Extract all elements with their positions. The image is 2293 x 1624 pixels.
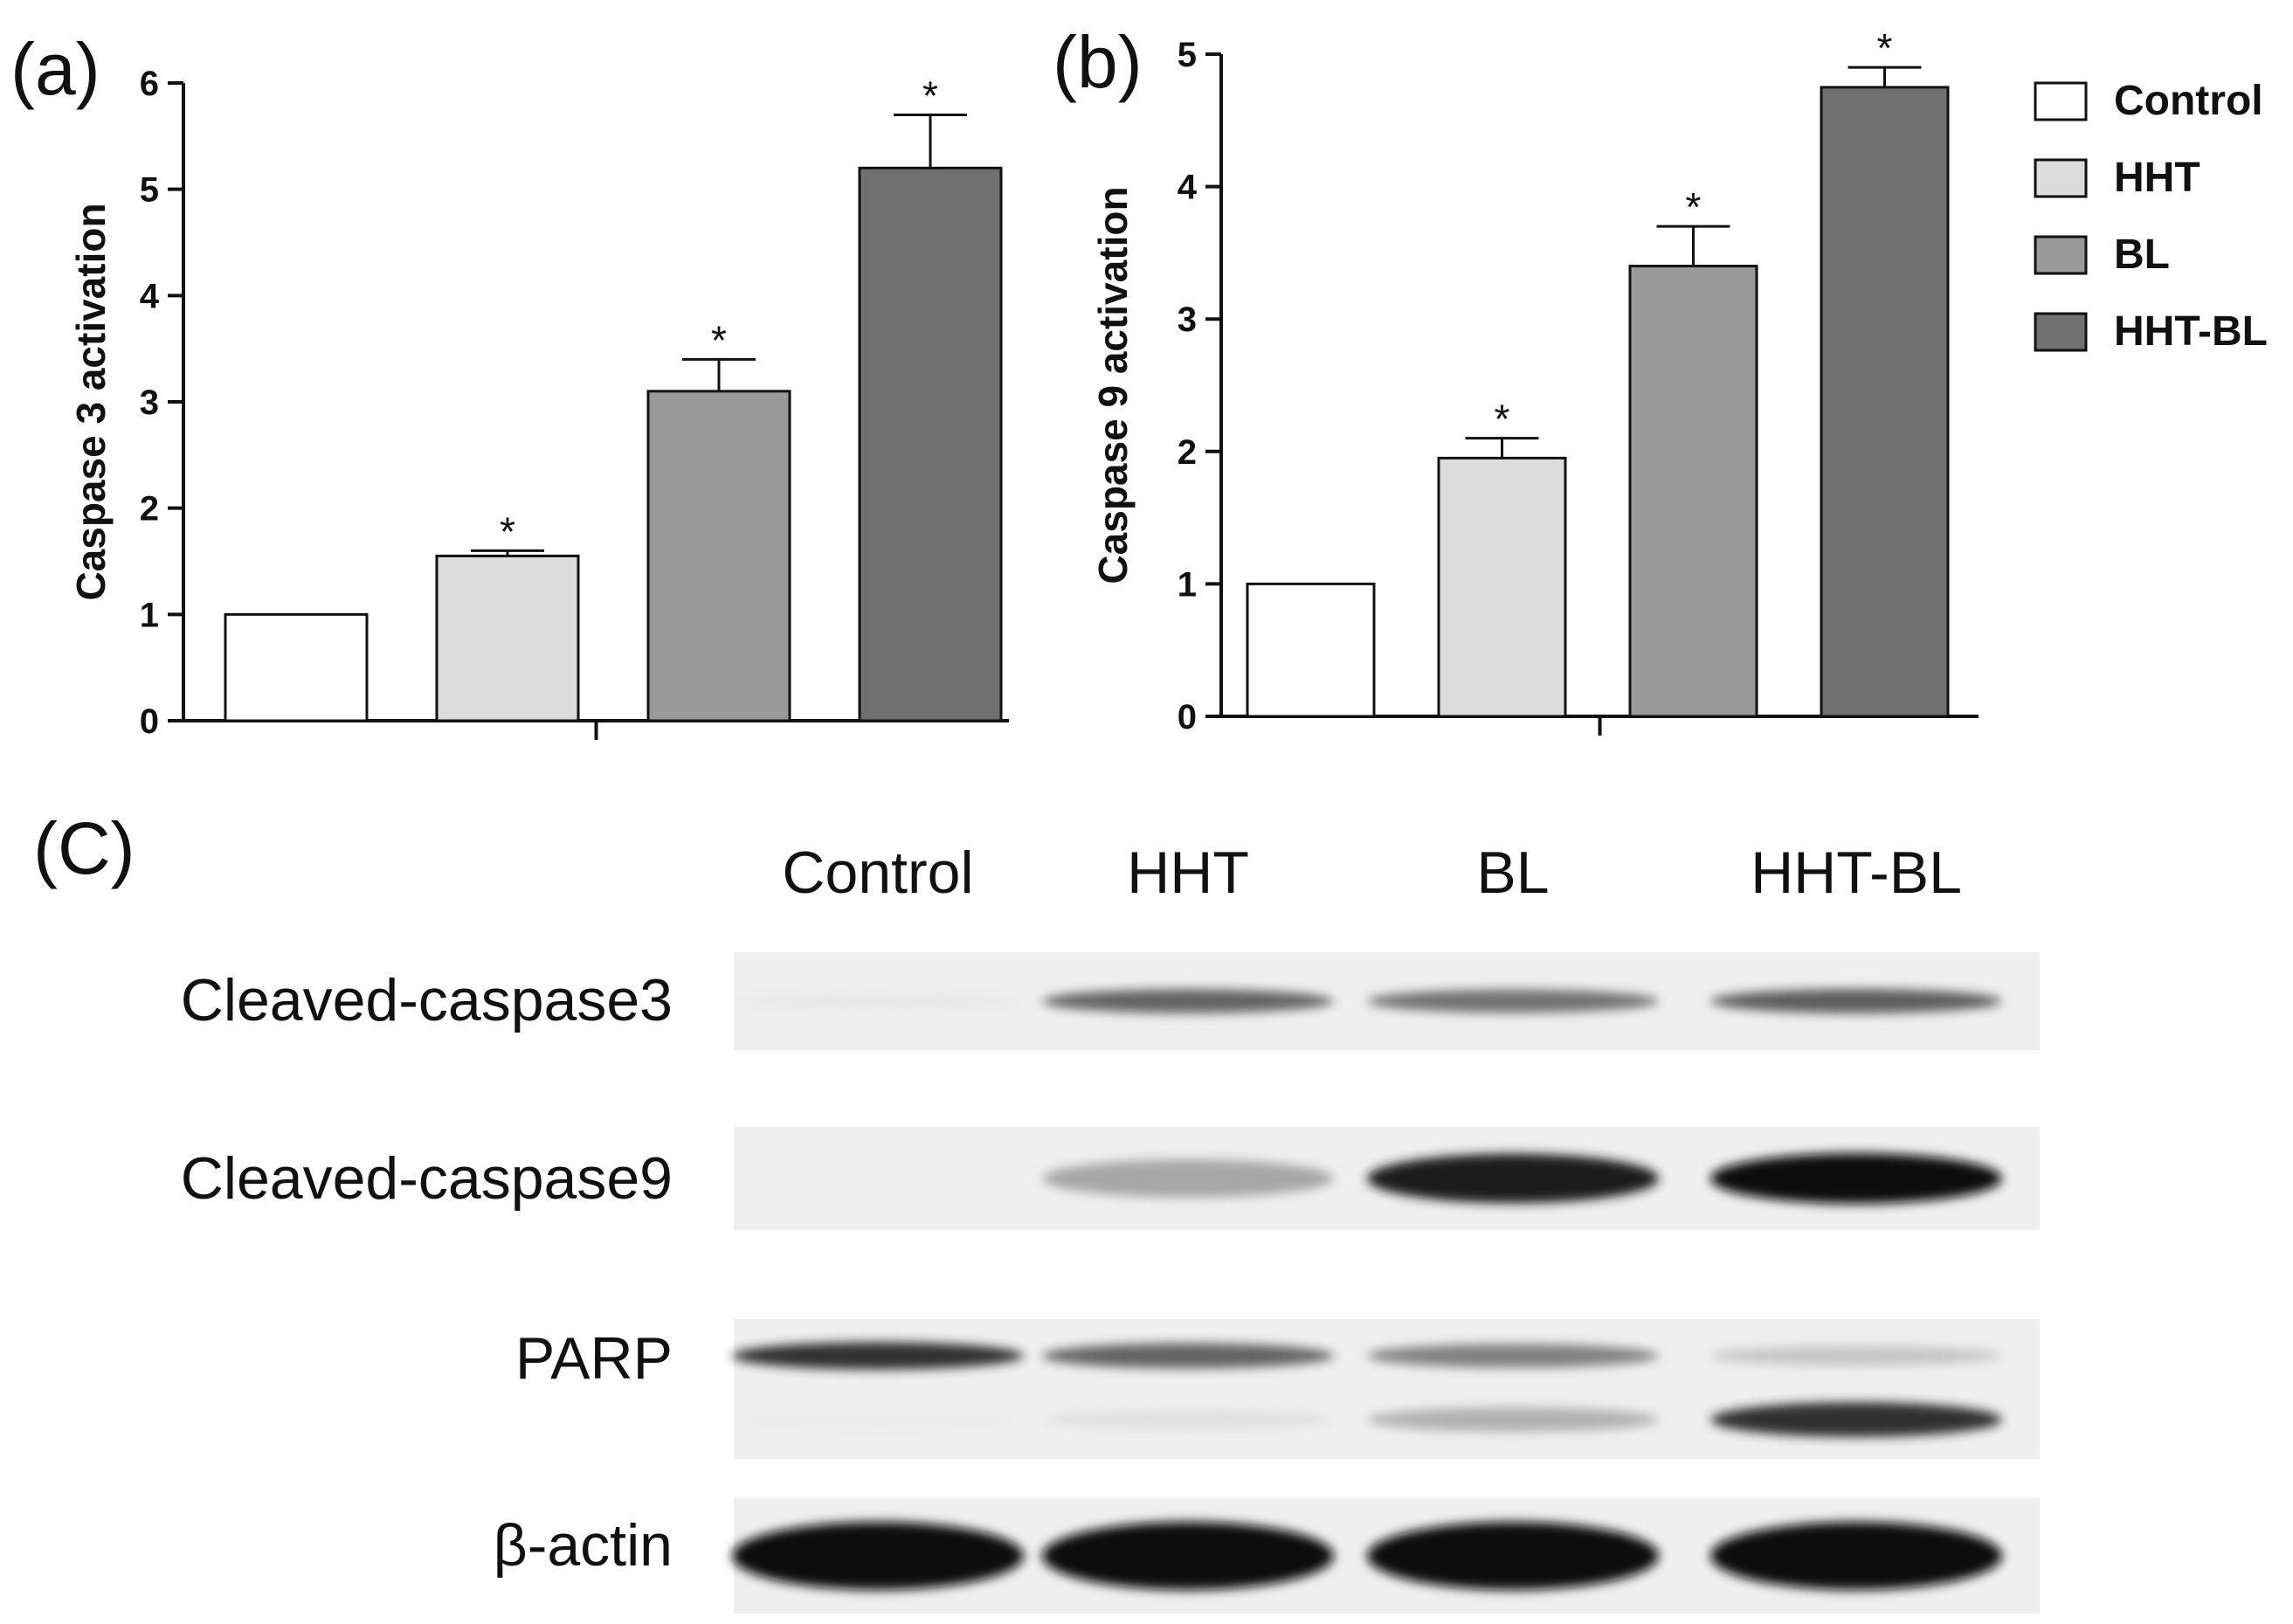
- blot-row-cleaved-caspase9: Cleaved-caspase9: [181, 1127, 2040, 1230]
- western-blot: Control HHT BL HHT-BL Cleaved-caspase3 Cleave…: [181, 840, 2040, 1614]
- bar-bl: [646, 390, 791, 722]
- bar-control: [224, 612, 369, 722]
- y-tick-label: 3: [1178, 301, 1197, 339]
- significance-star-hht: *: [1495, 397, 1510, 442]
- y-tick-label: 2: [1178, 433, 1197, 472]
- blot-band: [1367, 989, 1659, 1013]
- blot-row-label: PARP: [515, 1325, 673, 1392]
- lane-label-hht-bl: HHT-BL: [1751, 840, 1962, 906]
- blot-band: [732, 992, 1024, 1010]
- y-axis-title: Caspase 3 activation: [68, 203, 114, 600]
- y-tick-label: 0: [140, 702, 159, 741]
- blot-band: [1710, 1153, 2002, 1204]
- blot-band: [732, 1342, 1024, 1370]
- blot-band: [1367, 1153, 1659, 1204]
- bar-hht-bl: [858, 166, 1003, 722]
- lane-label-control: Control: [782, 840, 973, 906]
- lane-label-bl: BL: [1476, 840, 1549, 906]
- y-tick-label: 5: [1178, 36, 1197, 74]
- blot-band: [1710, 1345, 2002, 1366]
- blot-row-label: Cleaved-caspase3: [181, 967, 673, 1033]
- y-tick-label: 5: [140, 171, 159, 210]
- y-tick-label: 1: [1178, 565, 1197, 604]
- blot-row-actin: β-actin: [494, 1498, 2040, 1614]
- y-tick-label: 2: [140, 490, 159, 529]
- blot-band: [1710, 1401, 2002, 1438]
- blot-band: [1710, 989, 2002, 1013]
- legend-label-hht: HHT: [2114, 155, 2200, 201]
- blot-row-cleaved-caspase3: Cleaved-caspase3: [181, 952, 2040, 1050]
- legend-swatch-hht-bl: [2034, 312, 2088, 352]
- significance-star-hht-bl: *: [922, 73, 938, 119]
- chart-caspase9: 0 1 2 3 4 5 Caspase 9 activation * * *: [1090, 25, 1979, 736]
- blot-band: [1042, 989, 1334, 1013]
- bar-hht-bl: [1820, 86, 1950, 718]
- bar-control: [1246, 582, 1376, 718]
- significance-star-bl: *: [1686, 184, 1702, 230]
- y-tick-label: 0: [1178, 698, 1197, 736]
- panel-b-label: (b): [1053, 21, 1143, 103]
- legend-label-control: Control: [2114, 78, 2263, 124]
- blot-band: [1367, 1406, 1659, 1433]
- blot-band: [1042, 1159, 1334, 1198]
- legend-label-hht-bl: HHT-BL: [2114, 308, 2268, 355]
- blot-band: [732, 1411, 1024, 1428]
- panel-c-label: (C): [33, 807, 135, 889]
- panel-a-label: (a): [10, 28, 100, 110]
- lane-label-hht: HHT: [1127, 840, 1249, 906]
- legend-swatch-control: [2034, 81, 2088, 121]
- y-axis-title: Caspase 9 activation: [1090, 186, 1136, 584]
- bar-hht: [435, 554, 580, 722]
- blot-row-parp: PARP: [515, 1319, 2040, 1459]
- blot-band: [1042, 1343, 1334, 1369]
- significance-star-hht-bl: *: [1877, 25, 1893, 71]
- significance-star-bl: *: [711, 317, 727, 363]
- chart-caspase3: 0 1 2 3 4 5 6 Caspase 3 activation * * *: [68, 65, 1009, 741]
- legend-swatch-hht: [2034, 158, 2088, 198]
- legend: Control HHT BL HHT-BL: [2034, 78, 2268, 355]
- bar-bl: [1628, 265, 1758, 718]
- blot-band: [1710, 1522, 2002, 1590]
- legend-swatch-bl: [2034, 235, 2088, 275]
- y-tick-label: 4: [140, 277, 160, 315]
- bar-hht: [1437, 456, 1567, 718]
- blot-strip: [734, 1319, 2040, 1459]
- blot-row-label: β-actin: [494, 1512, 673, 1579]
- y-tick-label: 4: [1178, 169, 1198, 207]
- y-tick-label: 6: [140, 65, 159, 103]
- y-tick-label: 3: [140, 384, 159, 422]
- blot-band: [1367, 1522, 1659, 1590]
- significance-star-hht: *: [500, 508, 515, 554]
- blot-band: [732, 1522, 1024, 1590]
- blot-row-label: Cleaved-caspase9: [181, 1145, 673, 1212]
- blot-band: [1367, 1344, 1659, 1368]
- blot-band: [1042, 1410, 1334, 1429]
- blot-band: [1042, 1522, 1334, 1590]
- legend-label-bl: BL: [2114, 232, 2170, 278]
- y-tick-label: 1: [140, 596, 159, 634]
